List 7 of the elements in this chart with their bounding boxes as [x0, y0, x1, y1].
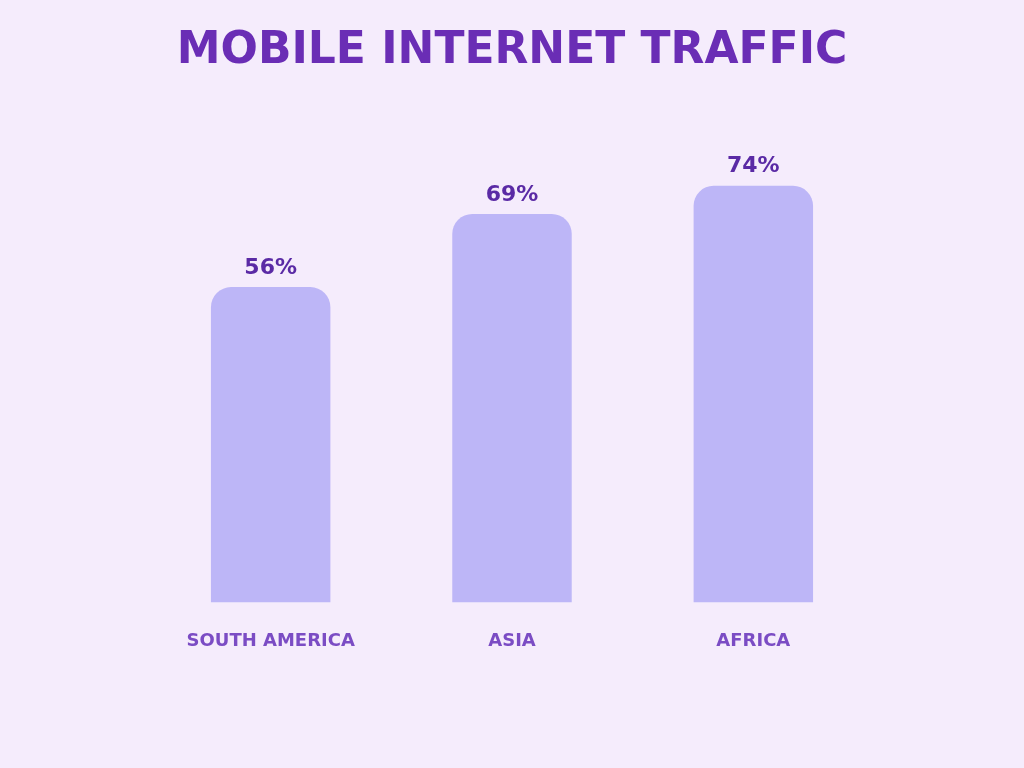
x-tick-label: ASIA: [488, 628, 536, 650]
data-label: 74%: [727, 152, 780, 178]
data-label: 56%: [244, 253, 297, 279]
chart-title: MOBILE INTERNET TRAFFIC: [175, 21, 849, 75]
data-label: 69%: [485, 180, 539, 206]
x-tick-label: SOUTH AMERICA: [186, 628, 355, 650]
x-tick-label: AFRICA: [716, 628, 791, 650]
